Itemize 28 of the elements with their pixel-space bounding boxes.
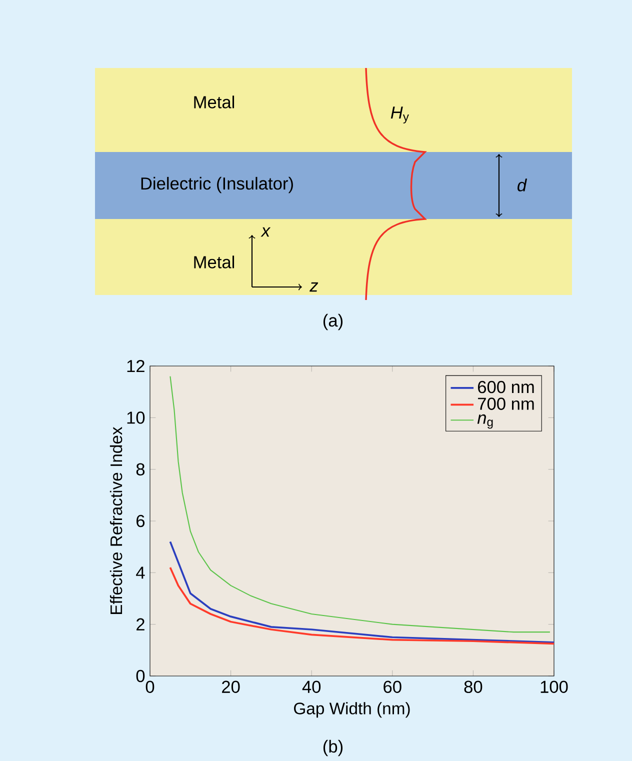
- y-tick-label: 4: [136, 566, 145, 579]
- x-tick-label: 80: [464, 680, 482, 693]
- y-tick-label: 6: [136, 514, 145, 528]
- x-tick-label: 60: [384, 680, 402, 693]
- legend-label: 700 nm: [478, 398, 534, 410]
- x-tick-label: 20: [222, 680, 240, 693]
- y-tick-label: 12: [127, 360, 144, 372]
- x-axis-title: Gap Width (nm): [294, 702, 410, 718]
- y-axis-title: Effective Refractive Index: [110, 426, 122, 614]
- text: Metal: [194, 96, 234, 108]
- x-tick-label: 40: [302, 680, 321, 693]
- text: H$_{y}$: [390, 106, 409, 124]
- text: z: [310, 282, 318, 292]
- text: x: [260, 227, 271, 237]
- text: (a): [323, 314, 343, 330]
- y-tick-label: 0: [136, 670, 145, 682]
- y-tick-label: 8: [136, 463, 145, 476]
- text: Dielectric (Insulator): [141, 176, 293, 194]
- line-series: [169, 566, 554, 645]
- y-tick-label: 10: [127, 412, 145, 424]
- legend-label: 600 nm: [478, 380, 534, 394]
- y-tick-label: 2: [136, 618, 144, 630]
- text: Metal: [194, 256, 234, 268]
- text: d: [518, 178, 528, 192]
- text: (b): [323, 740, 343, 756]
- x-tick-label: 100: [540, 680, 568, 693]
- legend-label: n$_{g}$: [477, 414, 493, 429]
- x-tick-label: 0: [146, 680, 154, 693]
